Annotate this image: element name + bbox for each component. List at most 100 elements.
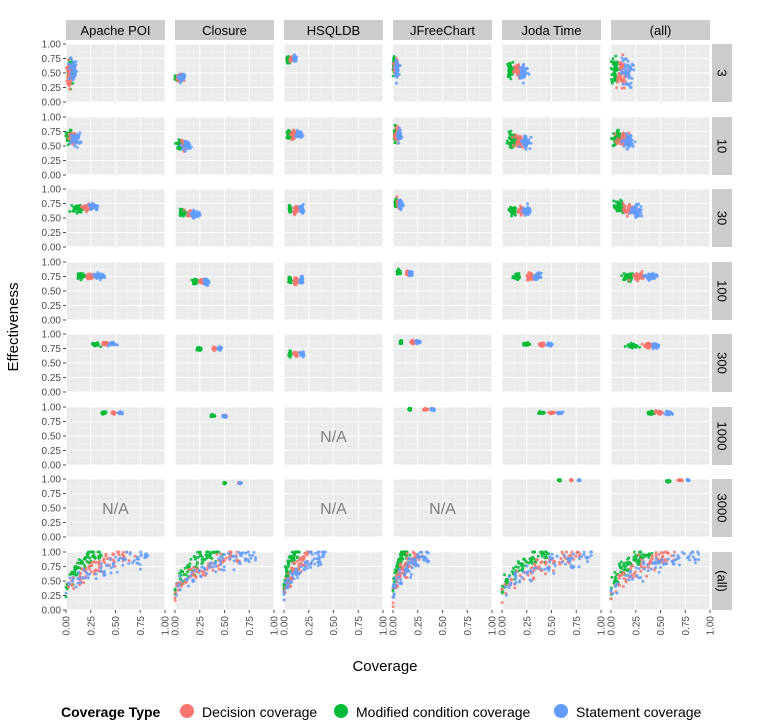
statement-point xyxy=(527,141,531,144)
panel-r2-c2 xyxy=(283,188,384,248)
decision-point xyxy=(615,140,619,144)
points-r2-c1 xyxy=(178,207,202,220)
decision-point xyxy=(517,135,521,139)
modified-condition-point xyxy=(509,141,513,144)
points-r5-c0 xyxy=(100,410,124,416)
modified-condition-point xyxy=(181,214,185,218)
panel-r1-c0 xyxy=(64,116,166,176)
decision-point xyxy=(627,278,631,282)
modified-condition-point xyxy=(398,272,401,276)
modified-condition-point xyxy=(66,143,70,147)
decision-point xyxy=(290,131,294,135)
statement-point xyxy=(197,212,201,216)
panel-r5-c0 xyxy=(65,406,166,466)
statement-point xyxy=(186,144,190,148)
statement-point xyxy=(628,138,632,142)
modified-condition-point xyxy=(178,213,182,217)
panel-r0-c4 xyxy=(501,43,602,103)
statement-point xyxy=(68,67,72,71)
statement-point xyxy=(394,81,398,85)
modified-condition-point xyxy=(510,67,514,71)
decision-point xyxy=(66,82,70,86)
statement-point xyxy=(632,208,636,212)
modified-condition-point xyxy=(508,145,512,149)
statement-point xyxy=(397,137,401,141)
statement-point xyxy=(196,215,200,219)
decision-point xyxy=(627,207,631,211)
decision-point xyxy=(621,201,625,205)
statement-point xyxy=(301,134,305,138)
statement-point xyxy=(619,69,623,72)
decision-point xyxy=(620,86,624,90)
modified-condition-point xyxy=(540,411,544,415)
decision-point xyxy=(83,204,87,208)
modified-condition-point xyxy=(94,342,98,346)
statement-point xyxy=(224,414,227,418)
modified-condition-point xyxy=(78,273,82,277)
statement-point xyxy=(79,140,83,144)
points-r0-c2 xyxy=(285,53,298,65)
decision-point xyxy=(293,283,297,287)
decision-point xyxy=(636,276,640,280)
statement-point xyxy=(397,141,401,145)
panel-r4-c4 xyxy=(501,333,602,393)
statement-point xyxy=(394,58,398,62)
modified-condition-point xyxy=(619,203,623,207)
modified-condition-point xyxy=(288,280,292,283)
statement-point xyxy=(68,76,72,80)
statement-point xyxy=(188,211,192,215)
statement-point xyxy=(633,140,637,144)
statement-point xyxy=(626,59,630,63)
statement-point xyxy=(517,145,521,149)
decision-point xyxy=(511,143,515,147)
statement-point xyxy=(71,78,75,82)
statement-point xyxy=(97,275,101,279)
statement-point xyxy=(523,143,527,147)
modified-condition-point xyxy=(68,128,72,132)
statement-point xyxy=(550,342,554,346)
panel-r6-c1 xyxy=(174,478,275,538)
decision-point xyxy=(616,74,620,78)
decision-point xyxy=(658,411,662,415)
modified-condition-point xyxy=(288,135,292,139)
panel-r4-c5 xyxy=(610,333,711,393)
modified-condition-point xyxy=(101,411,105,415)
modified-condition-point xyxy=(508,62,512,66)
statement-point xyxy=(630,211,634,215)
modified-condition-point xyxy=(619,198,622,202)
decision-point xyxy=(643,345,647,349)
modified-condition-point xyxy=(611,57,615,61)
statement-point xyxy=(394,65,398,69)
statement-point xyxy=(624,57,628,61)
modified-condition-point xyxy=(509,77,513,81)
decision-point xyxy=(513,135,517,139)
decision-point xyxy=(395,195,399,199)
statement-point xyxy=(69,133,73,137)
statement-point xyxy=(525,208,529,212)
statement-point xyxy=(399,128,403,132)
statement-point xyxy=(625,136,628,140)
statement-point xyxy=(619,72,623,75)
decision-point xyxy=(619,142,623,146)
statement-point xyxy=(91,273,95,277)
statement-point xyxy=(656,343,660,347)
statement-point xyxy=(195,210,199,213)
modified-condition-point xyxy=(612,199,616,203)
modified-condition-point xyxy=(399,341,403,345)
decision-point xyxy=(623,79,627,83)
statement-point xyxy=(185,141,189,145)
decision-point xyxy=(67,132,71,136)
statement-point xyxy=(629,85,633,89)
statement-point xyxy=(206,280,210,284)
modified-condition-point xyxy=(71,81,75,85)
modified-condition-point xyxy=(509,129,513,133)
modified-condition-point xyxy=(613,65,617,69)
statement-point xyxy=(624,139,628,143)
statement-point xyxy=(666,412,670,415)
points-r2-c5 xyxy=(612,198,644,219)
points-r0-c0 xyxy=(64,56,79,91)
panel-r5-c4 xyxy=(501,406,602,466)
statement-point xyxy=(528,208,532,212)
statement-point xyxy=(75,145,79,149)
points-r0-c3 xyxy=(391,55,402,85)
